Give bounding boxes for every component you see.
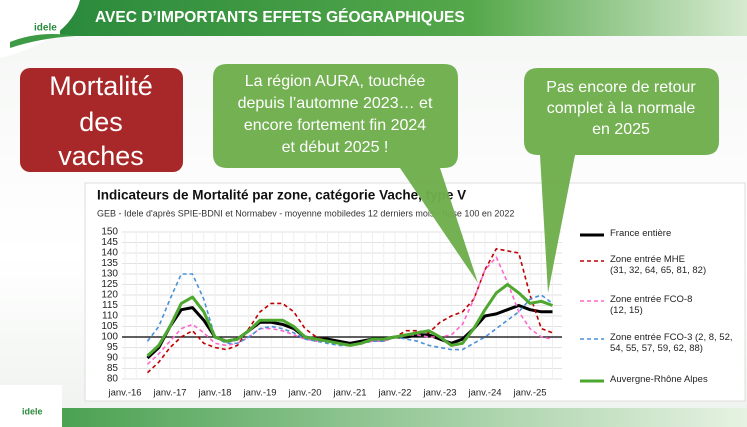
y-tick-label: 140 [101,248,118,259]
legend-note: (12, 15) [610,305,643,316]
chart-frame [84,182,746,402]
logo-swoosh [10,34,75,48]
y-tick-label: 95 [107,342,119,353]
y-tick-label: 150 [101,227,118,238]
x-tick-label: janv.-17 [152,388,186,399]
x-tick-label: janv.-22 [377,388,411,399]
legend-label: Auvergne-Rhône Alpes [610,374,708,385]
legend-entry: France entière [580,228,740,239]
y-tick-label: 115 [102,300,118,311]
legend-entry: Auvergne-Rhône Alpes [580,374,740,385]
y-tick-label: 80 [107,374,119,385]
y-tick-label: 110 [102,311,118,322]
footer-bar [0,408,747,427]
legend-swatch [580,379,604,383]
series-line [146,248,553,374]
chart-title: Indicateurs de Mortalité par zone, catég… [97,188,466,203]
y-tick-label: 105 [101,321,118,332]
series-line [146,283,554,357]
callout-shape [524,68,719,293]
x-tick-label: janv.-16 [107,388,141,399]
callout-shape [213,64,478,283]
title-box [20,68,183,172]
legend-entry: Zone entrée FCO-8 (12, 15) [580,294,740,316]
legend-swatch [580,338,604,340]
y-tick-label: 85 [107,363,119,374]
x-tick-label: janv.-20 [287,388,321,399]
header-bar [60,0,747,36]
callout-text: Pas encore de retour [546,79,696,96]
y-tick-label: 100 [101,332,118,343]
y-tick-label: 125 [101,279,118,290]
legend-swatch [580,260,604,262]
x-tick-label: janv.-21 [332,388,366,399]
footer-logo-text: idele [22,406,43,416]
legend-entry: Zone entrée FCO-3 (2, 8, 52, 54, 55, 57,… [580,332,740,354]
box-line: des [79,107,123,137]
legend-note: (31, 32, 64, 65, 81, 82) [610,265,707,276]
legend-label: France entière [610,228,672,239]
y-tick-label: 120 [101,290,118,301]
legend-swatch [580,233,604,237]
footer-logo-area [0,385,62,427]
legend-swatch [580,300,604,302]
x-tick-label: janv.-19 [242,388,276,399]
callout-text: encore fortement fin 2024 [244,117,426,134]
y-tick-label: 135 [101,258,118,269]
legend-note: (2, 8, 52, 54, 55, 57, 59, 62, 88) [610,332,733,354]
logo-text: idele [34,23,57,34]
legend-label: Zone entrée FCO-8 [610,294,693,305]
x-tick-label: janv.-23 [422,388,456,399]
callout-text: depuis l’automne 2023… et [238,95,433,112]
callout-text: en 2025 [592,121,650,138]
header-title: AVEC D’IMPORTANTS EFFETS GÉOGRAPHIQUES [95,9,465,26]
x-tick-label: janv.-18 [197,388,231,399]
y-tick-label: 90 [107,353,119,364]
legend-entry: Zone entrée MHE (31, 32, 64, 65, 81, 82) [580,254,740,276]
legend-label: Zone entrée FCO-3 [610,332,693,343]
x-tick-label: janv.-24 [467,388,501,399]
callout-text: et début 2025 ! [282,139,389,156]
callout-text: La région AURA, touchée [245,73,426,90]
box-line: vaches [58,141,144,171]
y-tick-label: 130 [101,269,118,280]
box-line: Mortalité [49,71,153,101]
callout-text: complet à la normale [547,100,696,117]
y-tick-label: 145 [101,237,118,248]
x-tick-label: janv.-25 [512,388,546,399]
chart-subtitle: GEB - Idele d'après SPIE-BDNI et Normabe… [97,208,514,218]
legend-label: Zone entrée MHE [610,254,685,265]
plot: 8085909510010511011512012513013514014515… [101,227,562,399]
